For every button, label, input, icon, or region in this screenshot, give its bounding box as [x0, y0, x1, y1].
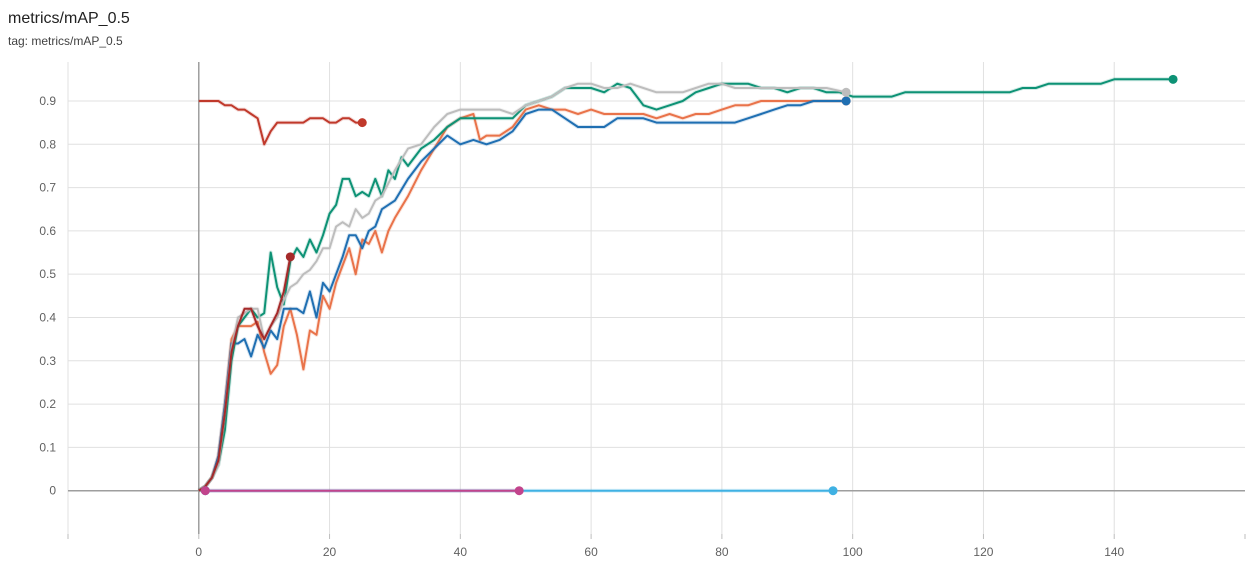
x-tick-label: 100: [843, 545, 863, 559]
series-lines: [197, 77, 1174, 493]
series-line-1[interactable]: [198, 100, 847, 492]
series-end-point-4[interactable]: [357, 118, 367, 128]
series-end-point-7[interactable]: [514, 486, 524, 496]
series-shadow-2: [197, 77, 1174, 493]
series-line-0[interactable]: [198, 100, 847, 492]
y-tick-label: 0.4: [39, 310, 56, 324]
x-tick-label: 40: [454, 545, 468, 559]
y-tick-label: 0.5: [39, 267, 56, 281]
series-line-2[interactable]: [198, 78, 1174, 492]
x-tick-label: 20: [323, 545, 337, 559]
series-end-point-5[interactable]: [285, 252, 295, 262]
x-tick-label: 80: [715, 545, 729, 559]
chart-title: metrics/mAP_0.5: [8, 10, 130, 27]
series-start-point-7[interactable]: [200, 486, 210, 496]
series-line-4[interactable]: [198, 100, 363, 146]
series-end-markers: [200, 74, 1178, 496]
series-shadow-5: [197, 256, 293, 493]
y-tick-label: 0.8: [39, 137, 56, 151]
x-tick-label: 60: [584, 545, 598, 559]
series-shadow-1: [197, 99, 847, 493]
series-line-5[interactable]: [198, 256, 292, 492]
series-shadow-0: [197, 99, 847, 493]
series-end-point-6[interactable]: [828, 486, 838, 496]
y-tick-label: 0.2: [39, 397, 56, 411]
series-end-point-3[interactable]: [841, 87, 851, 97]
y-tick-label: 0.1: [39, 440, 56, 454]
y-tick-label: 0.3: [39, 354, 56, 368]
grid: [67, 62, 1245, 534]
y-tick-label: 0.7: [39, 181, 56, 195]
x-tick-label: 120: [973, 545, 993, 559]
chart-tag: tag: metrics/mAP_0.5: [8, 34, 123, 48]
axes: 0 0.1 0.2 0.3 0.4 0.5 0.6 0.7 0.8 0.9 0 20 40 60 80 100…: [39, 62, 1246, 559]
x-tick-label: 140: [1104, 545, 1124, 559]
y-tick-label: 0: [49, 484, 56, 498]
y-tick-label: 0.6: [39, 224, 56, 238]
series-end-point-2[interactable]: [1168, 74, 1178, 84]
series-end-point-1[interactable]: [841, 96, 851, 106]
y-tick-label: 0.9: [39, 94, 56, 108]
x-tick-label: 0: [195, 545, 202, 559]
